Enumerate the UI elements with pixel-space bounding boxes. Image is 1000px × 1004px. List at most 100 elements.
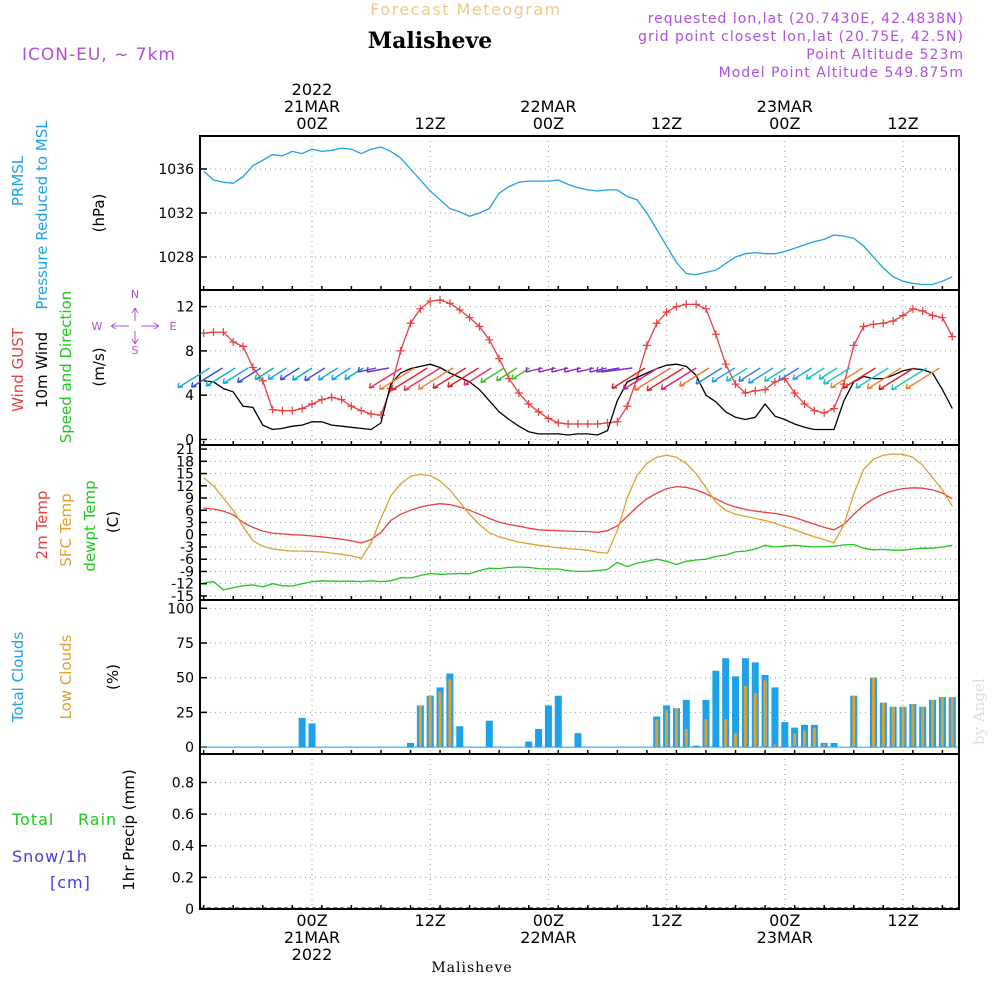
gust-point bbox=[721, 360, 730, 369]
precip-legend: Total Rain Snow/1h [cm] bbox=[11, 810, 117, 892]
header-location: Malisheve bbox=[368, 28, 492, 54]
y-tick-label: 0.4 bbox=[172, 839, 194, 855]
y-tick-label: -6 bbox=[180, 552, 194, 568]
gust-point bbox=[849, 341, 858, 350]
y-tick-label: -12 bbox=[171, 577, 194, 593]
wind-barb bbox=[369, 367, 403, 389]
wind-barb-head bbox=[611, 383, 618, 390]
wind-barb bbox=[418, 367, 454, 390]
gust-point bbox=[790, 388, 799, 397]
bottom-time-label: 23MAR bbox=[757, 928, 813, 947]
wind-barb-head bbox=[738, 376, 745, 382]
gust-point bbox=[583, 419, 592, 428]
gust-point bbox=[327, 393, 336, 402]
cloud-bar bbox=[950, 697, 954, 748]
gust-point bbox=[396, 346, 405, 355]
bottom-time-label: 2022 bbox=[292, 945, 333, 964]
cloud-bar bbox=[940, 697, 944, 748]
wind-barb bbox=[867, 367, 902, 390]
gust-point bbox=[899, 311, 907, 320]
cloud-bar bbox=[734, 733, 738, 748]
wind-barb-head bbox=[447, 381, 453, 388]
gust-point bbox=[623, 402, 632, 411]
panels: 10281032103604812-15-12-9-6-303691215182… bbox=[158, 135, 960, 918]
cloud-bar bbox=[674, 708, 678, 748]
cloud-bar bbox=[298, 717, 306, 748]
ylabel-precip: 1hr Precip (mm) bbox=[120, 769, 138, 890]
wind-barb bbox=[764, 367, 787, 382]
gust-point bbox=[702, 304, 710, 313]
top-time-label: 23MAR bbox=[757, 97, 813, 116]
wind-barb-head bbox=[222, 378, 229, 385]
wind-barb-head bbox=[830, 382, 836, 389]
wind-barb-head bbox=[237, 377, 243, 384]
wind-barb bbox=[391, 367, 428, 391]
wind-barb-head bbox=[511, 374, 517, 381]
cloud-bar bbox=[428, 695, 432, 748]
wind-barb-head bbox=[357, 366, 364, 373]
cloud-bar bbox=[704, 719, 708, 748]
gust-point bbox=[800, 400, 809, 409]
footer-location: Malisheve bbox=[431, 960, 512, 976]
wind-barb bbox=[292, 367, 313, 381]
wind-barb bbox=[806, 367, 825, 380]
gust-point bbox=[416, 304, 425, 313]
wind-barb bbox=[792, 367, 812, 381]
wind-barb-head bbox=[878, 384, 885, 391]
gust-point bbox=[337, 395, 346, 404]
gust-point bbox=[554, 418, 563, 427]
cloud-bar bbox=[438, 691, 442, 748]
y-tick-label: 0.6 bbox=[172, 807, 194, 823]
precip-legend-item: Rain bbox=[78, 810, 117, 829]
y-tick-label: 100 bbox=[167, 601, 194, 617]
wind-barb bbox=[432, 367, 467, 389]
top-time-label: 12Z bbox=[651, 114, 682, 133]
cloud-bar bbox=[574, 733, 582, 748]
compass-s: S bbox=[132, 344, 139, 357]
credit-text: by Angel bbox=[970, 678, 988, 745]
wind-barb bbox=[695, 367, 723, 385]
wind-barb bbox=[205, 367, 236, 387]
gust-point bbox=[652, 319, 661, 328]
cloud-bar bbox=[881, 702, 885, 748]
gust-point bbox=[810, 406, 819, 415]
gust-point bbox=[879, 319, 888, 328]
top-time-label: 00Z bbox=[533, 114, 564, 133]
y-tick-label: 1028 bbox=[158, 250, 194, 266]
wind-barb-head bbox=[679, 381, 685, 387]
wind-barb bbox=[222, 367, 249, 385]
cloud-bar bbox=[822, 744, 826, 748]
wind-barb-head bbox=[747, 378, 754, 384]
gust-point bbox=[288, 406, 297, 415]
wind-barb-head bbox=[778, 375, 785, 382]
wind-barb-head bbox=[177, 382, 184, 389]
wind-barb bbox=[679, 367, 710, 387]
gust-point bbox=[830, 404, 839, 413]
gust-point bbox=[682, 300, 691, 309]
wind-barb bbox=[496, 367, 518, 382]
y-tick-label: -9 bbox=[180, 564, 194, 580]
y-tick-label: 6 bbox=[185, 503, 194, 519]
gust-point bbox=[889, 317, 898, 325]
bottom-time-label: 21MAR bbox=[284, 928, 340, 947]
wind-barb bbox=[480, 367, 505, 384]
gust-point bbox=[692, 300, 701, 309]
cloud-bar bbox=[793, 733, 797, 748]
cloud-bar bbox=[732, 676, 740, 748]
gust-point bbox=[406, 319, 415, 328]
cloud-bar bbox=[830, 742, 838, 748]
gust-point bbox=[495, 354, 504, 363]
bottom-time-label: 00Z bbox=[533, 911, 564, 930]
wind-barb bbox=[855, 367, 889, 389]
wind-barb-head bbox=[390, 385, 397, 391]
cloud-bar bbox=[525, 741, 533, 748]
wind-barb-head bbox=[725, 375, 732, 382]
wind-barb-head bbox=[818, 374, 825, 380]
wind-barbs bbox=[177, 366, 940, 392]
cloud-bar bbox=[418, 705, 422, 748]
gust-point bbox=[948, 332, 957, 341]
panel-y-labels: PRMSL Pressure Reduced to MSL (hPa) Wind GU… bbox=[9, 120, 177, 892]
